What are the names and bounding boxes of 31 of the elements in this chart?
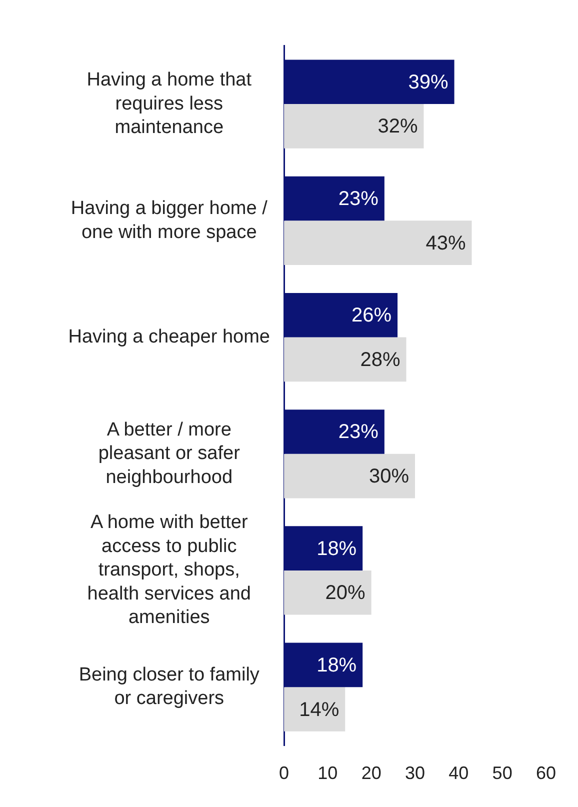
data-label: 43%: [426, 232, 466, 254]
data-label: 23%: [338, 188, 379, 210]
data-label: 28%: [360, 348, 400, 371]
bar: [284, 570, 372, 615]
x-tick-label: 60: [536, 763, 556, 784]
data-label: 39%: [408, 71, 449, 94]
x-tick-label: 30: [404, 763, 426, 784]
data-label: 18%: [316, 654, 357, 676]
data-label: 18%: [316, 538, 357, 560]
y-tick-label: A better / more pleasant or safer neighbourhood: [98, 419, 241, 488]
y-tick-label: Having a cheaper home: [68, 326, 270, 348]
bar: [284, 337, 406, 382]
x-tick-label: 40: [448, 763, 469, 784]
data-label: 23%: [338, 421, 379, 444]
y-tick-label: Having a home that requires less maintenance: [86, 70, 252, 138]
y-tick-label: Being closer to family or caregivers: [78, 664, 260, 710]
data-label: 14%: [299, 698, 340, 721]
bar: [284, 454, 415, 498]
data-label: 30%: [368, 466, 410, 488]
data-label: 32%: [378, 116, 418, 138]
y-tick-label: A home with better access to public transport, shops, health services and amenities: [87, 512, 251, 628]
x-tick-label: 10: [318, 763, 338, 784]
bar: [284, 687, 346, 732]
x-tick-label: 50: [492, 763, 512, 784]
data-label: 26%: [351, 304, 392, 327]
x-tick-label: 0: [278, 763, 290, 784]
x-tick-label: 20: [361, 763, 382, 784]
data-label: 20%: [325, 582, 366, 604]
bar: [284, 220, 472, 265]
y-tick-label: Having a bigger home / one with more space: [70, 198, 268, 243]
bar: [284, 104, 424, 148]
